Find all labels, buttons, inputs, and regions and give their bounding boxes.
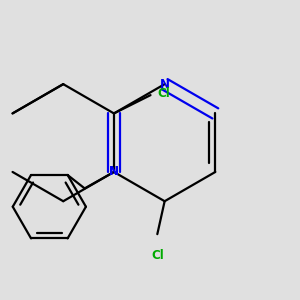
Text: Cl: Cl [151, 249, 164, 262]
Text: Cl: Cl [158, 87, 171, 100]
Text: N: N [109, 166, 119, 178]
Text: N: N [109, 166, 119, 178]
Text: N: N [160, 78, 170, 91]
